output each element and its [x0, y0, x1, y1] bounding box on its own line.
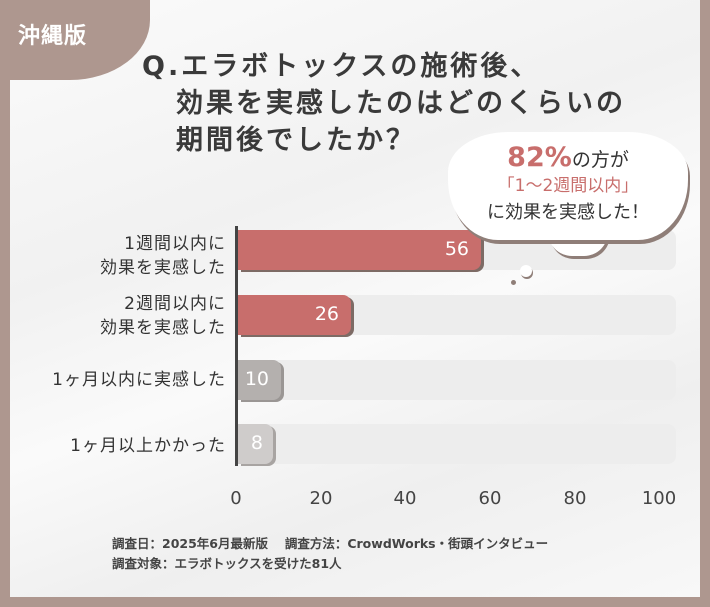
- footnote-line-1: 調査日：2025年6月最新版 調査方法：CrowdWorks・街頭インタビュー: [112, 536, 549, 551]
- callout-line-3: に効果を実感した！: [487, 202, 649, 223]
- bar-2weeks: 26: [238, 295, 351, 335]
- callout-bubble: 82%の方が 「1〜2週間以内」 に効果を実感した！: [448, 132, 688, 240]
- callout-dot-large: [520, 265, 532, 277]
- bar-1week: 56: [238, 230, 481, 270]
- chart-title: Q.エラボトックスの施術後、 効果を実感したのはどのくらいの 期間後でしたか？: [142, 48, 626, 159]
- x-tick: 40: [393, 488, 417, 509]
- category-label-2-line1: 2週間以内に: [124, 294, 226, 314]
- title-line-1: Q.エラボトックスの施術後、: [142, 51, 541, 82]
- region-badge-label: 沖縄版: [18, 24, 88, 49]
- category-label-1-line2: 効果を実感した: [100, 258, 226, 278]
- category-label-4-line1: 1ヶ月以上かかった: [70, 436, 226, 456]
- category-label-3-line1: 1ヶ月以内に実感した: [52, 370, 226, 390]
- x-tick: 60: [478, 488, 502, 509]
- bar-track: [238, 424, 676, 464]
- x-tick: 0: [230, 488, 242, 509]
- title-line-3: 期間後でしたか？: [176, 125, 416, 156]
- footnote-line-2: 調査対象：エラボトックスを受けた81人: [112, 556, 342, 571]
- bar-track: [238, 360, 676, 400]
- callout-dot-small: [511, 280, 516, 285]
- bar-value: 56: [444, 238, 469, 260]
- category-label-1-line1: 1週間以内に: [124, 234, 226, 254]
- callout-line-1: 82%の方が: [448, 142, 688, 173]
- bar-value: 8: [250, 432, 263, 454]
- x-tick: 80: [563, 488, 587, 509]
- bar-value: 26: [314, 303, 339, 325]
- callout-line-2: 「1〜2週間以内」: [497, 176, 639, 196]
- y-axis-line: [235, 226, 238, 466]
- survey-footnote: 調査日：2025年6月最新版 調査方法：CrowdWorks・街頭インタビュー …: [112, 534, 548, 574]
- category-label-3: 1ヶ月以内に実感した: [52, 368, 226, 392]
- callout-line1-suffix: の方が: [571, 149, 629, 171]
- callout-percent: 82%: [507, 142, 572, 173]
- x-tick: 20: [309, 488, 333, 509]
- bar-1month: 10: [238, 360, 281, 400]
- category-label-1: 1週間以内に 効果を実感した: [100, 232, 226, 280]
- x-tick: 100: [641, 488, 677, 509]
- category-label-4: 1ヶ月以上かかった: [70, 434, 226, 458]
- title-line-2: 効果を実感したのはどのくらいの: [176, 88, 626, 119]
- bar-over-1month: 8: [238, 424, 273, 464]
- category-label-2-line2: 効果を実感した: [100, 318, 226, 338]
- bar-value: 10: [244, 368, 269, 390]
- category-label-2: 2週間以内に 効果を実感した: [100, 292, 226, 340]
